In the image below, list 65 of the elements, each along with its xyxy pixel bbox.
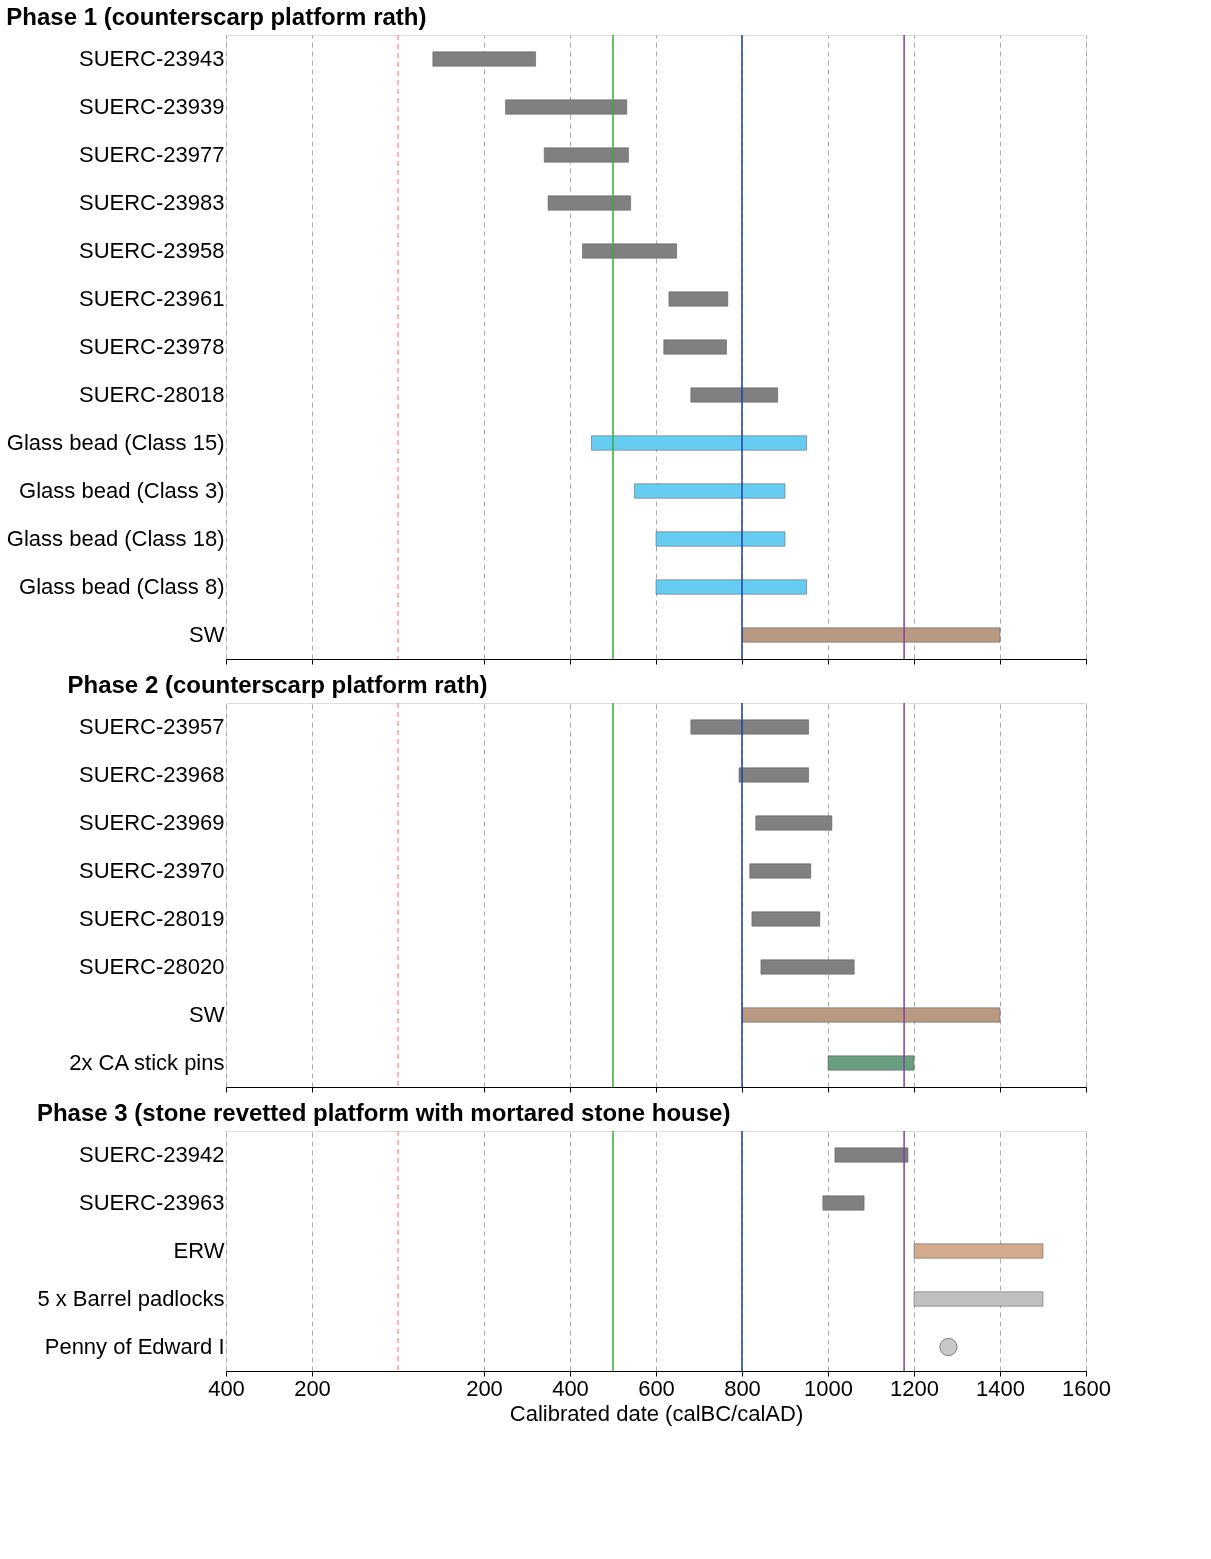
y-tick-label: SUERC-23963 xyxy=(78,1190,225,1215)
bar xyxy=(655,531,786,547)
x-tick-label: 1400 xyxy=(976,1375,1025,1401)
y-tick-label: SUERC-23939 xyxy=(78,94,225,119)
bar xyxy=(738,767,809,783)
y-tick-label: ERW xyxy=(173,1238,225,1263)
x-tick-label: 400 xyxy=(552,1375,589,1401)
y-tick-label: SUERC-23978 xyxy=(78,334,225,359)
bar xyxy=(741,1007,1001,1023)
x-tick-label: 1600 xyxy=(1062,1375,1111,1401)
x-tick-label: 200 xyxy=(294,1375,331,1401)
bar xyxy=(690,387,778,403)
bar xyxy=(741,627,1001,643)
y-tick-label: SW xyxy=(189,622,225,647)
x-tick-label: 600 xyxy=(638,1375,675,1401)
bar xyxy=(591,435,807,451)
x-tick-label: 800 xyxy=(724,1375,761,1401)
y-tick-label: SUERC-28019 xyxy=(78,906,225,931)
y-tick-label: SUERC-23970 xyxy=(78,858,225,883)
bar xyxy=(755,815,833,831)
y-tick-label: 2x CA stick pins xyxy=(69,1050,225,1075)
chart-title: Phase 3 (stone revetted platform with mortared stone house) xyxy=(36,1099,731,1127)
bar xyxy=(582,243,677,259)
bar xyxy=(505,99,628,115)
y-tick-label: SW xyxy=(189,1002,225,1027)
bar xyxy=(834,1147,909,1163)
y-tick-label: 5 x Barrel padlocks xyxy=(37,1286,225,1311)
bar xyxy=(543,147,629,163)
y-tick-label: Penny of Edward I xyxy=(44,1334,225,1359)
bar xyxy=(668,291,729,307)
x-tick-label: 1200 xyxy=(890,1375,939,1401)
y-tick-label: SUERC-23969 xyxy=(78,810,225,835)
y-tick-label: Glass bead (Class 18) xyxy=(6,526,225,551)
y-tick-label: SUERC-23977 xyxy=(78,142,225,167)
bar xyxy=(547,195,631,211)
y-tick-label: SUERC-23943 xyxy=(78,46,225,71)
y-tick-label: SUERC-23958 xyxy=(78,238,225,263)
bar xyxy=(655,579,807,595)
bar xyxy=(822,1195,865,1211)
bar xyxy=(634,483,786,499)
y-tick-label: SUERC-28020 xyxy=(78,954,225,979)
y-tick-label: Glass bead (Class 3) xyxy=(19,478,225,503)
chart-title: Phase 1 (counterscarp platform rath) xyxy=(6,3,427,31)
bar xyxy=(827,1055,915,1071)
y-tick-label: SUERC-23957 xyxy=(78,714,225,739)
bar xyxy=(913,1291,1044,1307)
y-tick-label: SUERC-23961 xyxy=(78,286,225,311)
bar xyxy=(749,863,812,879)
bar xyxy=(690,719,809,735)
bar xyxy=(913,1243,1044,1259)
x-tick-label: 1000 xyxy=(804,1375,853,1401)
chart-title: Phase 2 (counterscarp platform rath) xyxy=(67,671,488,699)
x-axis-title: Calibrated date (calBC/calAD) xyxy=(509,1400,804,1426)
x-tick-label: 200 xyxy=(466,1375,503,1401)
y-tick-label: SUERC-23983 xyxy=(78,190,225,215)
y-tick-label: Glass bead (Class 15) xyxy=(6,430,225,455)
y-tick-label: Glass bead (Class 8) xyxy=(19,574,225,599)
y-tick-label: SUERC-23942 xyxy=(78,1142,225,1167)
bar xyxy=(663,339,727,355)
bar xyxy=(751,911,821,927)
y-tick-label: SUERC-28018 xyxy=(78,382,225,407)
bar xyxy=(760,959,855,975)
y-tick-label: SUERC-23968 xyxy=(78,762,225,787)
x-tick-label: 400 xyxy=(208,1375,245,1401)
bar xyxy=(432,51,536,67)
